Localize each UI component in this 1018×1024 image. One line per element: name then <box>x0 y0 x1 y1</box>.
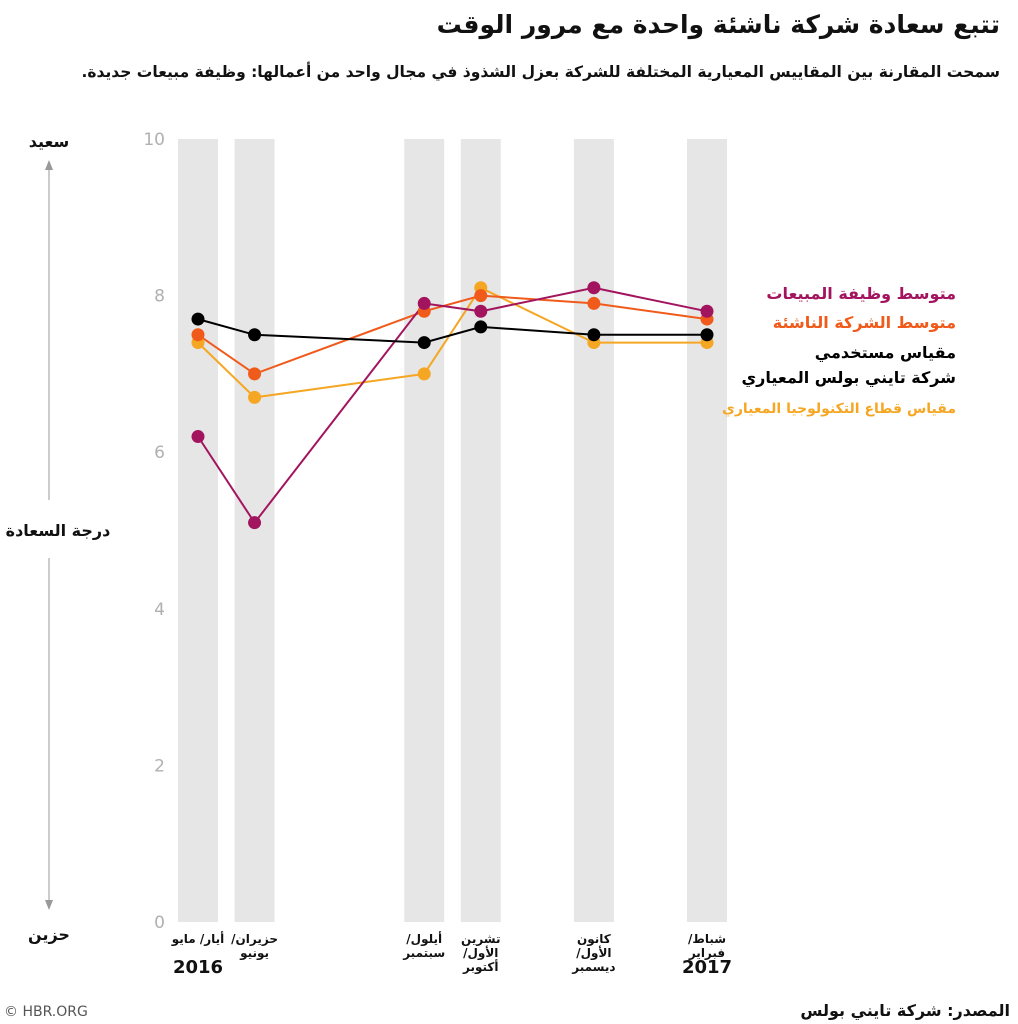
month-band <box>404 139 445 922</box>
source-note: المصدر: شركة تايني بولس <box>800 1001 1010 1020</box>
series-line-1 <box>197 294 708 376</box>
data-point <box>191 312 205 326</box>
x-tick-label: أيار/ مايو <box>171 931 225 947</box>
legend-label: مقياس قطاع التكنولوجيا المعياري <box>722 401 956 417</box>
y-label-happy: سعيد <box>29 132 70 151</box>
legend-label: متوسط الشركة الناشئة <box>772 313 956 332</box>
x-tick-label: شباط/فبراير <box>688 932 726 960</box>
legend-entry: مقياس مستخدمي شركة تايني بولس المعياري <box>742 340 956 390</box>
legend-entry: متوسط الشركة الناشئة <box>773 310 956 335</box>
data-point <box>417 367 431 381</box>
copyright: © HBR.ORG <box>4 1004 88 1020</box>
data-point <box>587 281 601 295</box>
month-band <box>460 139 501 922</box>
legend-entry: مقياس قطاع التكنولوجيا المعياري <box>722 397 956 422</box>
y-tick-label: 0 <box>154 913 165 933</box>
month-bands <box>178 139 727 922</box>
data-point <box>191 430 205 444</box>
y-tick-label: 8 <box>154 287 165 307</box>
series-line-2 <box>197 286 708 525</box>
y-axis-title: درجة السعادة <box>6 521 111 540</box>
arrow-up-icon <box>45 160 53 170</box>
x-axis: أيار/ مايو حزيران/يونيو أيلول/سبتمبر تشرين ا… <box>171 931 732 978</box>
chart-subtitle: سمحت المقارنة بين المقاييس المعيارية الم… <box>81 63 1000 81</box>
legend-label: شركة تايني بولس المعياري <box>741 368 956 387</box>
x-tick-label: تشرين الأول/أكتوبر <box>461 932 501 975</box>
series-lines <box>197 286 708 525</box>
legend-label: متوسط وظيفة المبيعات <box>766 284 956 303</box>
series-line-3 <box>197 318 707 344</box>
series-points <box>191 281 714 530</box>
chart-title: تتبع سعادة شركة ناشئة واحدة مع مرور الوق… <box>436 10 1000 39</box>
data-point <box>191 328 205 342</box>
data-point <box>587 328 601 342</box>
x-tick-label: حزيران/يونيو <box>231 932 278 961</box>
data-point <box>248 367 262 381</box>
data-point <box>417 336 431 350</box>
month-band <box>178 139 218 922</box>
data-point <box>417 296 431 310</box>
year-label: 2017 <box>682 957 732 978</box>
legend-entry: متوسط وظيفة المبيعات <box>766 281 956 306</box>
data-point <box>474 304 488 318</box>
y-axis: 0 2 4 6 8 10 سعيد درجة السعادة حزين <box>6 130 165 944</box>
data-point <box>700 304 714 318</box>
month-band <box>234 139 275 922</box>
y-tick-label: 6 <box>154 443 165 463</box>
data-point <box>248 328 262 342</box>
x-tick-label: كانون الأول/ديسمبر <box>571 932 615 974</box>
data-point <box>587 296 601 310</box>
y-tick-label: 10 <box>143 130 165 150</box>
data-point <box>248 516 262 530</box>
legend-label: مقياس مستخدمي <box>814 343 956 362</box>
year-label: 2016 <box>173 957 223 978</box>
data-point <box>700 328 714 342</box>
y-label-sad: حزين <box>28 925 70 944</box>
data-point <box>474 289 488 303</box>
month-band <box>573 139 614 922</box>
x-tick-label: أيلول/سبتمبر <box>402 931 445 960</box>
data-point <box>248 390 262 404</box>
y-tick-label: 4 <box>154 600 165 620</box>
y-tick-label: 2 <box>154 756 165 776</box>
series-line-0 <box>197 286 707 399</box>
data-point <box>474 320 488 334</box>
month-band <box>687 139 727 922</box>
arrow-down-icon <box>45 900 53 910</box>
